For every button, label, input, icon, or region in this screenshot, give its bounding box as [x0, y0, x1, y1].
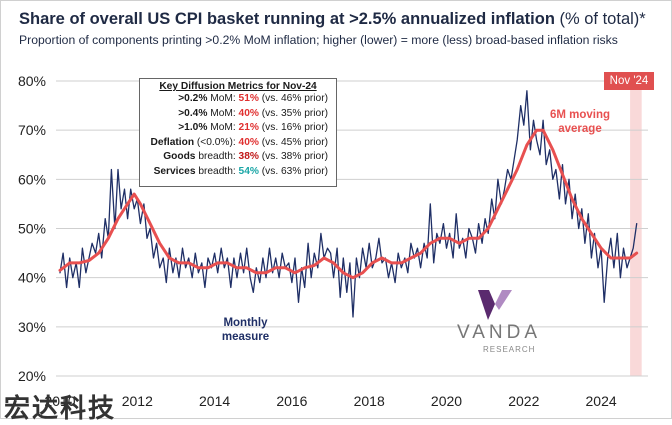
metric-row: Goods breadth: 38% (vs. 38% prior): [163, 151, 328, 163]
vanda-brand-name: VANDA: [457, 322, 542, 343]
x-tick-label: 2024: [586, 393, 617, 409]
y-tick-label: 20%: [18, 368, 46, 384]
metric-row: Services breadth: 54% (vs. 63% prior): [153, 165, 328, 177]
moving-average-label-line: 6M moving: [549, 109, 611, 121]
x-tick-label: 2014: [199, 393, 230, 409]
monthly-label-line: Monthly: [223, 317, 268, 329]
x-tick-label: 2016: [276, 393, 307, 409]
x-tick-label: 2022: [508, 393, 539, 409]
y-tick-label: 50%: [18, 221, 46, 237]
metric-row: >0.4% MoM: 40% (vs. 35% prior): [178, 107, 328, 119]
x-tick-label: 2012: [122, 393, 153, 409]
metric-row: >0.2% MoM: 51% (vs. 46% prior): [178, 93, 328, 104]
y-tick-label: 80%: [18, 73, 46, 89]
nov-24-badge: Nov '24: [604, 72, 654, 90]
y-tick-label: 40%: [18, 270, 46, 286]
moving-average-label-line: average: [558, 123, 602, 135]
key-metrics-box: Key Diffusion Metrics for Nov-24 >0.2% M…: [139, 78, 337, 187]
monthly-measure-line: [59, 90, 638, 318]
y-tick-label: 30%: [18, 319, 46, 335]
chart-subtitle: Proportion of components printing >0.2% …: [19, 33, 618, 47]
y-tick-label: 60%: [18, 171, 46, 187]
x-tick-label: 2010: [44, 393, 75, 409]
key-metrics-header: Key Diffusion Metrics for Nov-24: [159, 81, 317, 92]
moving-average-label: 6M moving average: [535, 108, 625, 136]
chart-title: Share of overall US CPI basket running a…: [19, 10, 646, 28]
metric-row: >1.0% MoM: 21% (vs. 16% prior): [178, 122, 328, 134]
x-tick-label: 2020: [431, 393, 462, 409]
y-tick-label: 70%: [18, 122, 46, 138]
moving-average-line: [58, 128, 639, 280]
x-tick-label: 2018: [354, 393, 385, 409]
watermark-text: 宏达科技: [4, 394, 117, 424]
metric-row: Deflation (<0.0%): 40% (vs. 45% prior): [150, 136, 328, 148]
vanda-brand-sub: RESEARCH: [483, 345, 536, 354]
monthly-label-line: measure: [221, 331, 270, 343]
vanda-logo-icon: [478, 290, 512, 320]
monthly-measure-label: Monthly measure: [208, 316, 283, 344]
